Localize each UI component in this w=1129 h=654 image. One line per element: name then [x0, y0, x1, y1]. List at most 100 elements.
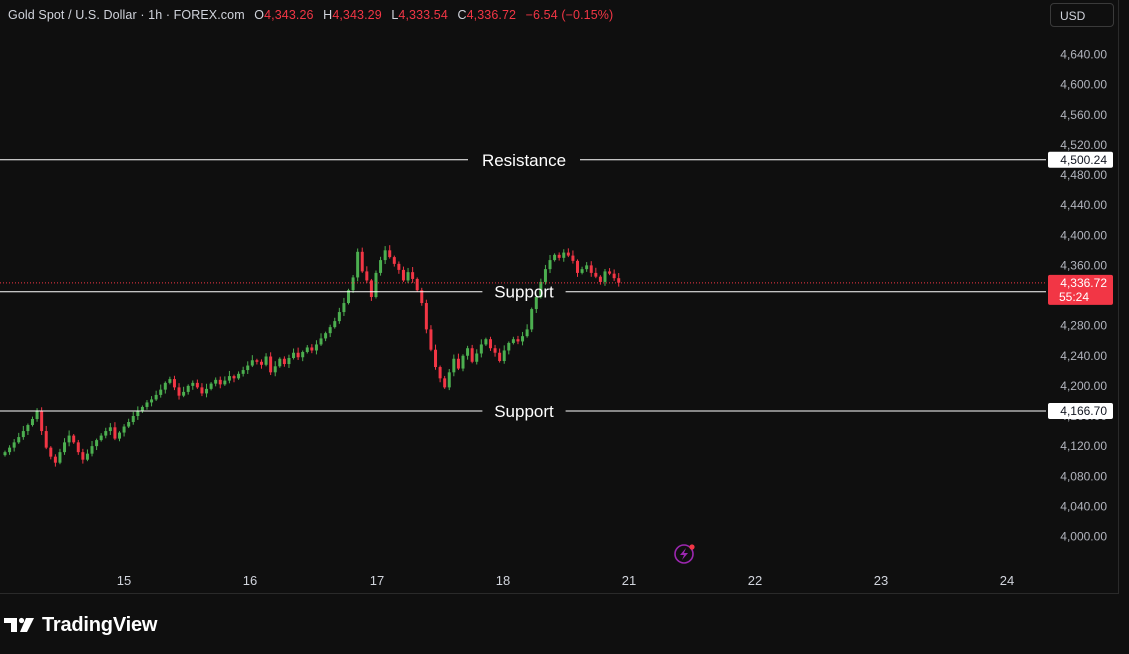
candle-body [516, 339, 520, 342]
candle-body [150, 399, 154, 403]
candle-body [21, 431, 25, 438]
candle-body [67, 435, 71, 443]
candle-body [49, 447, 53, 457]
candle-body [580, 269, 584, 273]
candle-body [63, 442, 67, 453]
candle-body [90, 446, 94, 454]
candle-body [617, 278, 621, 283]
last-price-tag [1048, 274, 1113, 305]
candle-body [273, 366, 277, 373]
candle-body [488, 339, 492, 349]
candle-body [342, 303, 346, 313]
candle-body [246, 365, 250, 371]
lightning-icon[interactable] [674, 544, 695, 564]
candle-body [17, 437, 21, 443]
y-axis-tick-label: 4,640.00 [1060, 48, 1107, 62]
candle-body [8, 447, 12, 453]
candle-body [415, 278, 419, 291]
candle-body [186, 385, 190, 392]
candle-body [493, 348, 497, 353]
candle-body [76, 442, 80, 453]
candle-body [333, 321, 337, 328]
candle-body [241, 370, 245, 374]
candle-body [603, 271, 607, 282]
candle-body [337, 312, 341, 322]
symbol-header: Gold Spot / U.S. Dollar · 1h · FOREX.com… [8, 8, 613, 22]
y-axis-tick-label: 4,280.00 [1060, 319, 1107, 333]
y-axis-tick-label: 4,520.00 [1060, 138, 1107, 152]
candle-body [328, 327, 332, 334]
last-price-tag-value: 4,336.72 [1060, 276, 1107, 290]
candle-body [589, 265, 593, 273]
y-axis-tick-label: 4,440.00 [1060, 198, 1107, 212]
level-label: Support [494, 402, 554, 421]
level-price-tag [1048, 151, 1113, 168]
candle-body [145, 402, 149, 407]
x-axis-tick-label: 23 [874, 573, 888, 588]
candle-body [369, 280, 373, 298]
y-axis-tick-label: 4,400.00 [1060, 228, 1107, 242]
chart-pane[interactable] [0, 0, 1119, 594]
candle-body [118, 432, 121, 439]
candle-body [429, 329, 433, 350]
candle-body [195, 382, 199, 388]
candle-body [154, 394, 158, 400]
candle-body [383, 250, 387, 261]
candle-body [571, 255, 575, 261]
candle-body [205, 388, 209, 394]
close-value: 4,336.72 [466, 8, 517, 22]
candle-body [131, 416, 135, 423]
level-price-tag-text: 4,166.70 [1060, 404, 1107, 418]
candle-body [113, 427, 117, 439]
candle-body [351, 277, 355, 291]
candle-body [379, 260, 383, 273]
tradingview-logo[interactable]: TradingView [4, 612, 157, 638]
candle-body [305, 347, 309, 352]
candle-body [209, 383, 213, 389]
open-value: 4,343.26 [264, 8, 314, 22]
candle-body [484, 339, 488, 345]
candle-body [466, 348, 470, 356]
candle-body [319, 338, 323, 345]
candle-body [475, 353, 479, 362]
change-value: −6.54 (−0.15%) [525, 8, 614, 22]
candle-body [159, 389, 163, 395]
candle-body [223, 380, 227, 385]
x-axis-tick-label: 18 [496, 573, 510, 588]
candle-body [566, 252, 570, 256]
candle-body [401, 269, 405, 281]
candle-body [548, 260, 552, 270]
x-axis-tick-label: 22 [748, 573, 762, 588]
currency-button[interactable]: USD [1050, 3, 1114, 27]
candle-body [461, 355, 465, 369]
candle-body [104, 431, 108, 436]
candle-body [434, 349, 438, 368]
candle-body [95, 440, 99, 447]
candle-body [53, 456, 57, 463]
candle-body [521, 336, 525, 342]
candle-body [525, 329, 529, 337]
y-axis-tick-label: 4,040.00 [1060, 499, 1107, 513]
candle-body [374, 272, 378, 298]
candle-body [507, 342, 511, 351]
candle-body [30, 419, 34, 426]
y-axis-tick-label: 4,600.00 [1060, 78, 1107, 92]
candle-body [140, 406, 144, 412]
candle-body [539, 281, 543, 298]
candle-body [282, 358, 286, 365]
candle-body [562, 252, 566, 258]
candle-body [182, 391, 186, 396]
candle-body [40, 411, 44, 432]
candle-body [406, 272, 410, 281]
candle-body [12, 442, 16, 448]
candle-body [479, 344, 483, 354]
candle-body [72, 435, 76, 443]
candle-body [360, 251, 364, 272]
candle-body [278, 358, 282, 367]
candle-body [296, 352, 300, 358]
candle-body [3, 452, 7, 456]
candle-body [411, 272, 415, 279]
high-label: H [323, 8, 333, 22]
x-axis-tick-label: 17 [370, 573, 384, 588]
